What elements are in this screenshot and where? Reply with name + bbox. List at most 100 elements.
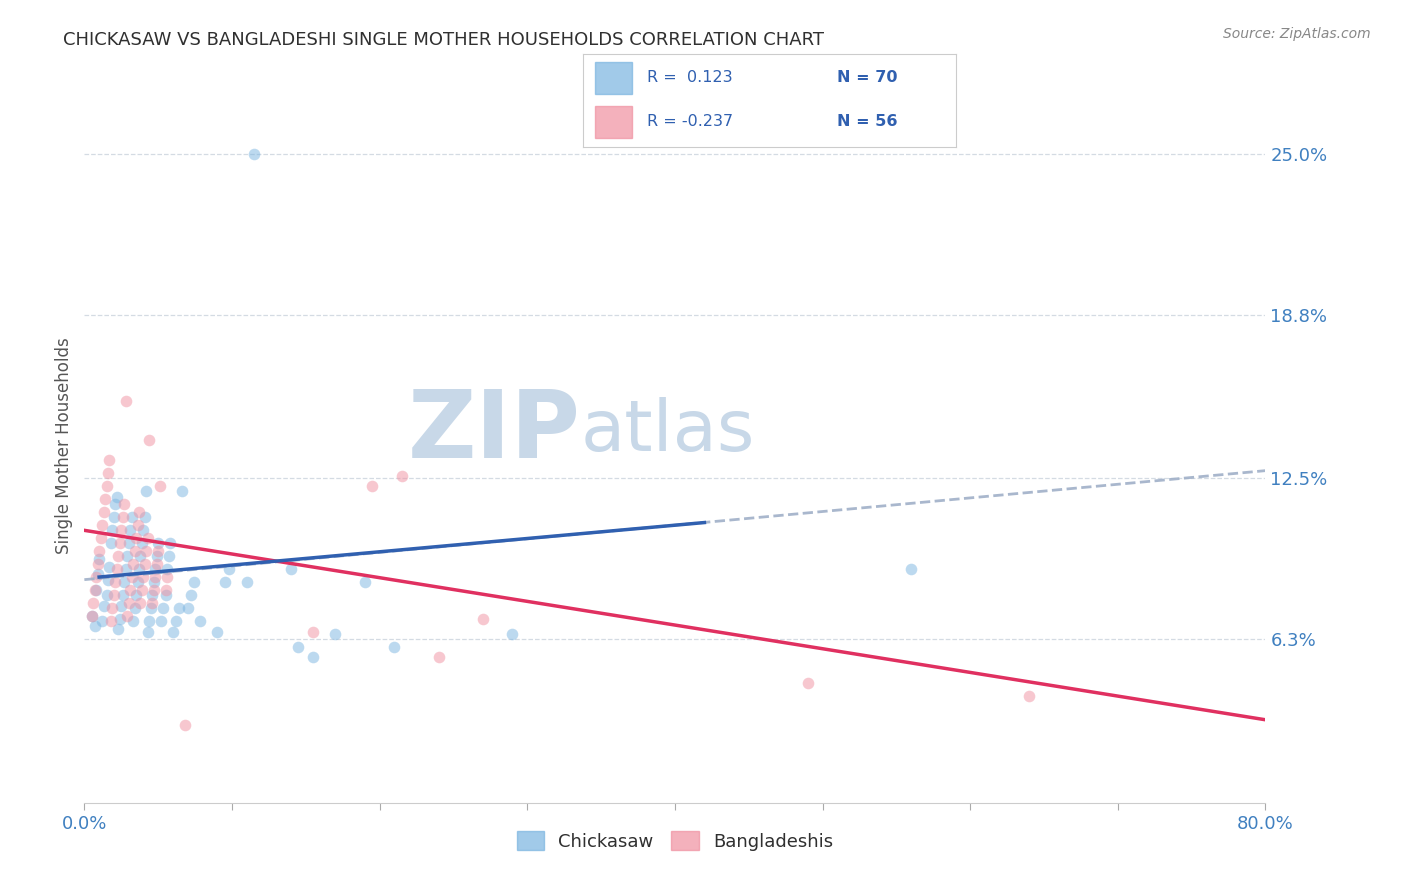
Point — [472, 611, 495, 625]
Point — [124, 601, 146, 615]
Point — [165, 614, 187, 628]
Point — [148, 536, 170, 550]
Point — [96, 588, 118, 602]
Point — [118, 596, 141, 610]
Text: CHICKASAW VS BANGLADESHI SINGLE MOTHER HOUSEHOLDS CORRELATION CHART: CHICKASAW VS BANGLADESHI SINGLE MOTHER H… — [63, 31, 824, 49]
Point — [797, 676, 820, 690]
Point — [104, 575, 127, 590]
Point — [157, 549, 180, 564]
Point — [135, 544, 157, 558]
Point — [138, 614, 160, 628]
Point — [207, 624, 229, 639]
Text: R = -0.237: R = -0.237 — [647, 114, 733, 129]
Point — [180, 588, 202, 602]
Text: Source: ZipAtlas.com: Source: ZipAtlas.com — [1223, 27, 1371, 41]
Point — [93, 505, 115, 519]
Point — [136, 531, 159, 545]
Point — [287, 640, 309, 654]
Point — [132, 570, 155, 584]
Point — [90, 531, 112, 545]
Text: N = 70: N = 70 — [837, 70, 897, 86]
Point — [80, 609, 103, 624]
Point — [128, 505, 150, 519]
Point — [105, 490, 128, 504]
Point — [150, 614, 173, 628]
Point — [100, 614, 122, 628]
Text: N = 56: N = 56 — [837, 114, 897, 129]
Point — [98, 453, 121, 467]
Point — [155, 582, 177, 597]
Text: ZIP: ZIP — [408, 385, 581, 478]
Point — [110, 524, 132, 538]
Point — [141, 588, 163, 602]
Point — [214, 575, 236, 590]
Point — [177, 601, 200, 615]
Point — [170, 484, 193, 499]
Point — [121, 570, 143, 584]
Point — [188, 614, 211, 628]
Point — [86, 557, 108, 571]
Point — [131, 536, 153, 550]
Point — [148, 544, 170, 558]
Point — [100, 536, 122, 550]
Point — [104, 497, 127, 511]
Point — [114, 393, 136, 408]
Point — [141, 596, 163, 610]
Point — [142, 575, 165, 590]
Point — [122, 557, 145, 571]
Point — [107, 622, 129, 636]
Point — [108, 536, 131, 550]
Text: atlas: atlas — [581, 397, 755, 467]
Point — [87, 544, 111, 558]
Point — [156, 562, 179, 576]
Point — [107, 549, 129, 564]
Point — [427, 650, 450, 665]
Point — [143, 562, 166, 576]
Point — [80, 609, 103, 624]
Point — [128, 562, 150, 576]
Point — [83, 582, 105, 597]
Point — [98, 559, 121, 574]
Point — [900, 562, 922, 576]
Point — [122, 614, 145, 628]
Bar — [595, 62, 631, 94]
Point — [156, 570, 179, 584]
Point — [93, 599, 115, 613]
Point — [1018, 690, 1040, 704]
Text: R =  0.123: R = 0.123 — [647, 70, 733, 86]
Point — [84, 570, 107, 584]
Point — [115, 549, 138, 564]
Point — [111, 510, 134, 524]
Point — [145, 557, 167, 571]
Point — [86, 567, 108, 582]
Point — [134, 510, 156, 524]
Point — [110, 599, 132, 613]
Point — [136, 624, 159, 639]
Point — [354, 575, 377, 590]
Point — [118, 536, 141, 550]
Point — [103, 510, 125, 524]
Point — [97, 467, 120, 481]
Y-axis label: Single Mother Households: Single Mother Households — [55, 338, 73, 554]
Point — [112, 575, 135, 590]
Point — [91, 614, 114, 628]
Point — [325, 627, 347, 641]
Point — [501, 627, 523, 641]
Point — [135, 484, 157, 499]
Point — [125, 531, 148, 545]
Point — [134, 557, 156, 571]
Point — [91, 518, 114, 533]
Bar — [595, 106, 631, 138]
Point — [382, 640, 406, 654]
Point — [131, 582, 153, 597]
Point — [120, 524, 142, 538]
Point — [121, 510, 143, 524]
Point — [143, 570, 166, 584]
Point — [83, 619, 105, 633]
Point — [159, 536, 181, 550]
Point — [138, 433, 160, 447]
Point — [111, 588, 134, 602]
Point — [167, 601, 190, 615]
Point — [114, 562, 136, 576]
Point — [129, 596, 152, 610]
